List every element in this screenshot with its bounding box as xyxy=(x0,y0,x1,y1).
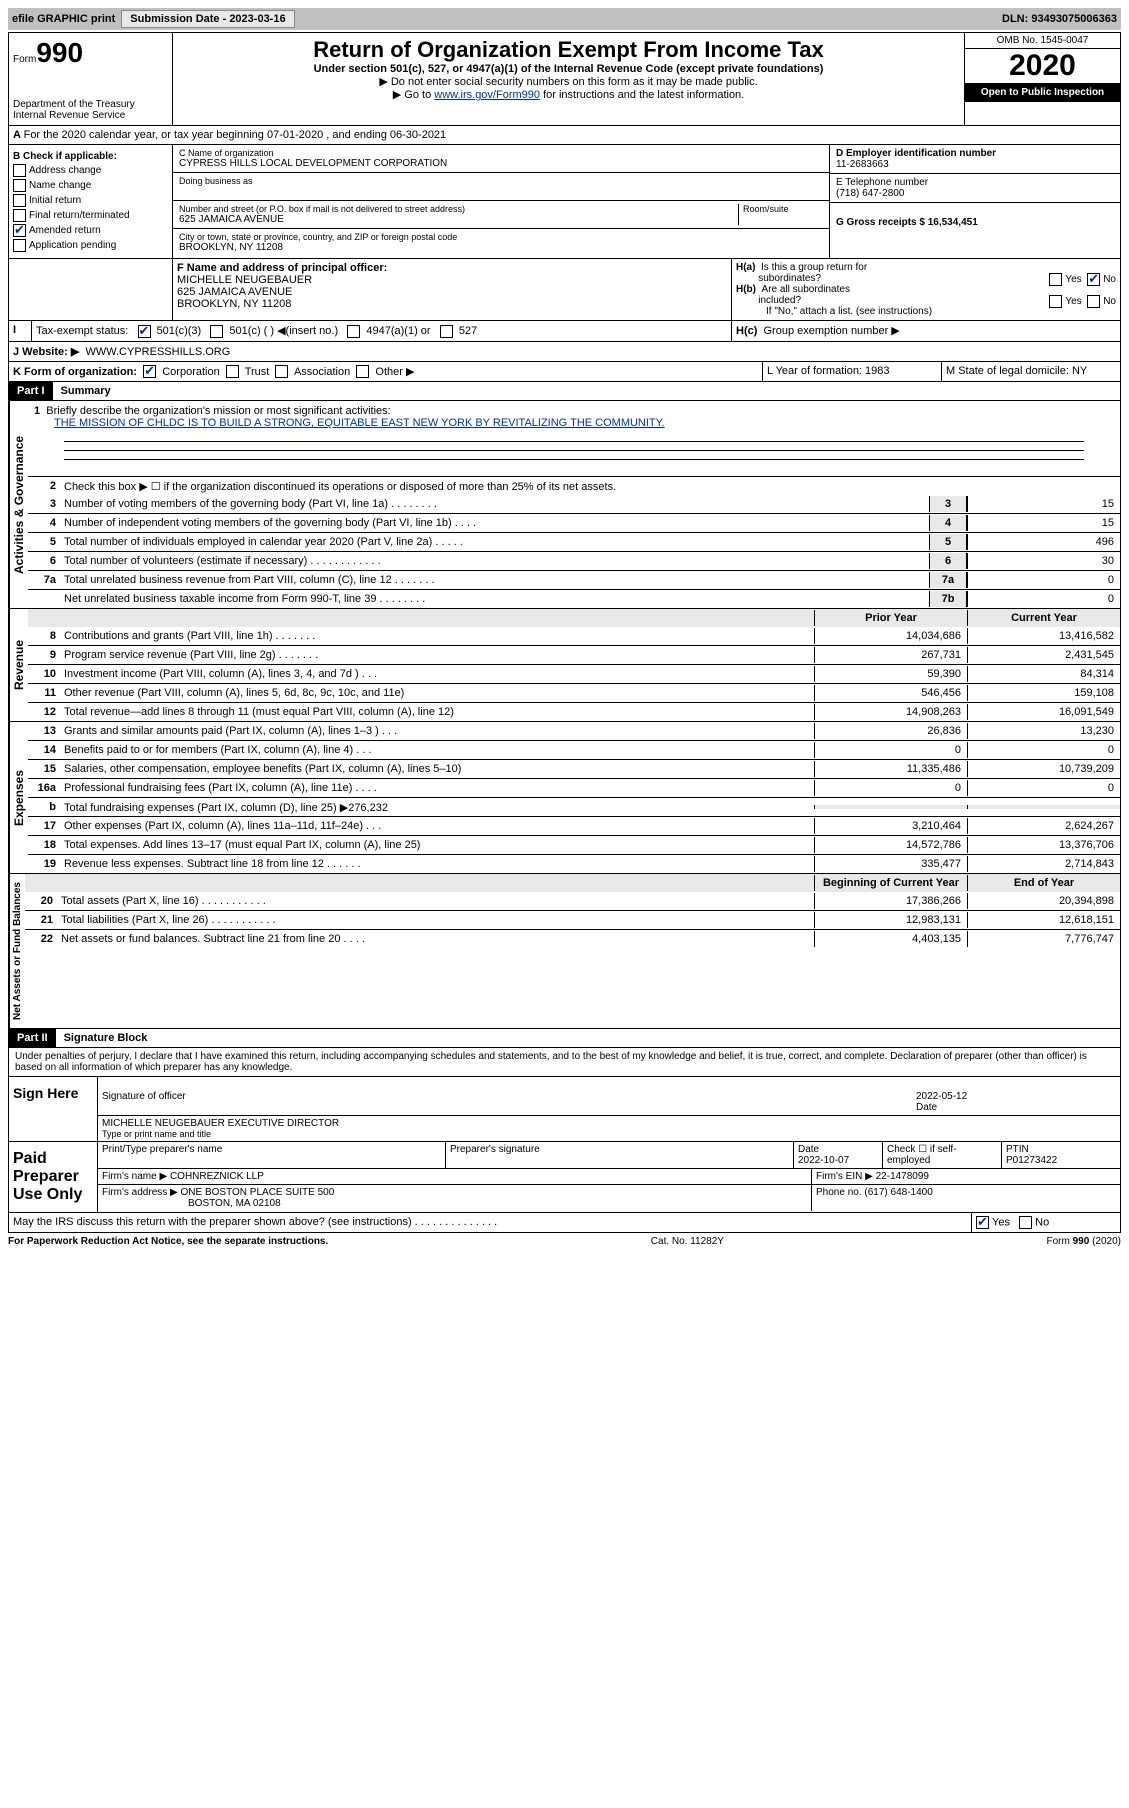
website-url: WWW.CYPRESSHILLS.ORG xyxy=(85,346,230,358)
amended-return-checkbox[interactable] xyxy=(13,224,26,237)
discuss-yes-checkbox[interactable] xyxy=(976,1216,989,1229)
page-footer: For Paperwork Reduction Act Notice, see … xyxy=(8,1233,1121,1247)
tax-year-span: A For the 2020 calendar year, or tax yea… xyxy=(9,126,1120,144)
na-vert-label: Net Assets or Fund Balances xyxy=(9,874,25,1028)
note-link: ▶ Go to www.irs.gov/Form990 for instruct… xyxy=(177,88,960,101)
header-middle: Return of Organization Exempt From Incom… xyxy=(173,33,964,125)
top-bar: efile GRAPHIC print Submission Date - 20… xyxy=(8,8,1121,30)
paid-prep-label: Paid Preparer Use Only xyxy=(9,1142,98,1212)
mission-text: THE MISSION OF CHLDC IS TO BUILD A STRON… xyxy=(54,417,665,429)
paid-preparer-block: Paid Preparer Use Only Print/Type prepar… xyxy=(8,1142,1121,1213)
telephone: (718) 647-2800 xyxy=(836,188,1114,199)
open-public-badge: Open to Public Inspection xyxy=(965,83,1120,102)
gross-receipts: G Gross receipts $ 16,534,451 xyxy=(836,217,1114,228)
activities-governance: Activities & Governance 1 Briefly descri… xyxy=(8,401,1121,609)
declaration: Under penalties of perjury, I declare th… xyxy=(8,1048,1121,1077)
expenses-section: Expenses 13Grants and similar amounts pa… xyxy=(8,722,1121,874)
efile-label[interactable]: efile GRAPHIC print xyxy=(12,13,115,25)
firm-phone: (617) 648-1400 xyxy=(864,1187,932,1198)
block-b-heading: B Check if applicable: xyxy=(13,151,168,162)
block-b: B Check if applicable: Address change Na… xyxy=(9,145,173,258)
dln-label: DLN: 93493075006363 xyxy=(1002,13,1117,25)
year-formation: L Year of formation: 1983 xyxy=(763,362,942,382)
block-deg: D Employer identification number 11-2683… xyxy=(829,145,1120,258)
gov-vert-label: Activities & Governance xyxy=(9,401,28,608)
part1-header: Part I Summary xyxy=(8,382,1121,401)
firm-name: COHNREZNICK LLP xyxy=(170,1171,264,1182)
part2-header: Part II Signature Block xyxy=(8,1029,1121,1048)
rev-vert-label: Revenue xyxy=(9,609,28,721)
net-assets-section: Net Assets or Fund Balances Beginning of… xyxy=(8,874,1121,1029)
ptin: P01273422 xyxy=(1006,1155,1057,1166)
dept-label: Department of the TreasuryInternal Reven… xyxy=(13,99,168,121)
section-a-row: A For the 2020 calendar year, or tax yea… xyxy=(8,126,1121,145)
state-domicile: M State of legal domicile: NY xyxy=(942,362,1120,382)
ein: 11-2683663 xyxy=(836,159,1114,170)
instructions-link[interactable]: www.irs.gov/Form990 xyxy=(434,89,540,101)
sign-here-block: Sign Here Signature of officer 2022-05-1… xyxy=(8,1077,1121,1142)
ha-no-checkbox[interactable] xyxy=(1087,273,1100,286)
form-subtitle: Under section 501(c), 527, or 4947(a)(1)… xyxy=(177,63,960,75)
omb-number: OMB No. 1545-0047 xyxy=(965,33,1120,49)
exp-vert-label: Expenses xyxy=(9,722,28,873)
501c3-checkbox[interactable] xyxy=(138,325,151,338)
blocks-bcdeg: B Check if applicable: Address change Na… xyxy=(8,145,1121,259)
footer-right: Form 990 (2020) xyxy=(1047,1236,1121,1247)
website-row: J Website: ▶ WWW.CYPRESSHILLS.ORG xyxy=(8,342,1121,362)
header-right: OMB No. 1545-0047 2020 Open to Public In… xyxy=(964,33,1120,125)
street-address: 625 JAMAICA AVENUE xyxy=(179,214,738,225)
header-left: Form990 Department of the TreasuryIntern… xyxy=(9,33,173,125)
footer-mid: Cat. No. 11282Y xyxy=(651,1236,724,1247)
org-name: CYPRESS HILLS LOCAL DEVELOPMENT CORPORAT… xyxy=(179,158,823,169)
form-header: Form990 Department of the TreasuryIntern… xyxy=(8,32,1121,126)
discuss-row: May the IRS discuss this return with the… xyxy=(8,1213,1121,1233)
blocks-fh: F Name and address of principal officer:… xyxy=(8,259,1121,321)
submission-date-button[interactable]: Submission Date - 2023-03-16 xyxy=(121,10,294,28)
note-ssn: ▶ Do not enter social security numbers o… xyxy=(177,75,960,88)
sign-here-label: Sign Here xyxy=(9,1077,98,1141)
klm-row: K Form of organization: Corporation Trus… xyxy=(8,362,1121,383)
form-prefix: Form xyxy=(13,54,36,65)
footer-left: For Paperwork Reduction Act Notice, see … xyxy=(8,1236,328,1247)
city-state-zip: BROOKLYN, NY 11208 xyxy=(179,242,823,253)
form-number: 990 xyxy=(36,37,83,68)
firm-ein: 22-1478099 xyxy=(876,1171,929,1182)
form-title: Return of Organization Exempt From Incom… xyxy=(177,37,960,63)
corporation-checkbox[interactable] xyxy=(143,365,156,378)
tax-year: 2020 xyxy=(965,49,1120,83)
officer-name-title: MICHELLE NEUGEBAUER EXECUTIVE DIRECTOR xyxy=(102,1118,339,1129)
tax-exempt-row: I Tax-exempt status: 501(c)(3) 501(c) ( … xyxy=(8,321,1121,342)
block-c: C Name of organization CYPRESS HILLS LOC… xyxy=(173,145,829,258)
revenue-section: Revenue Prior Year Current Year 8Contrib… xyxy=(8,609,1121,722)
